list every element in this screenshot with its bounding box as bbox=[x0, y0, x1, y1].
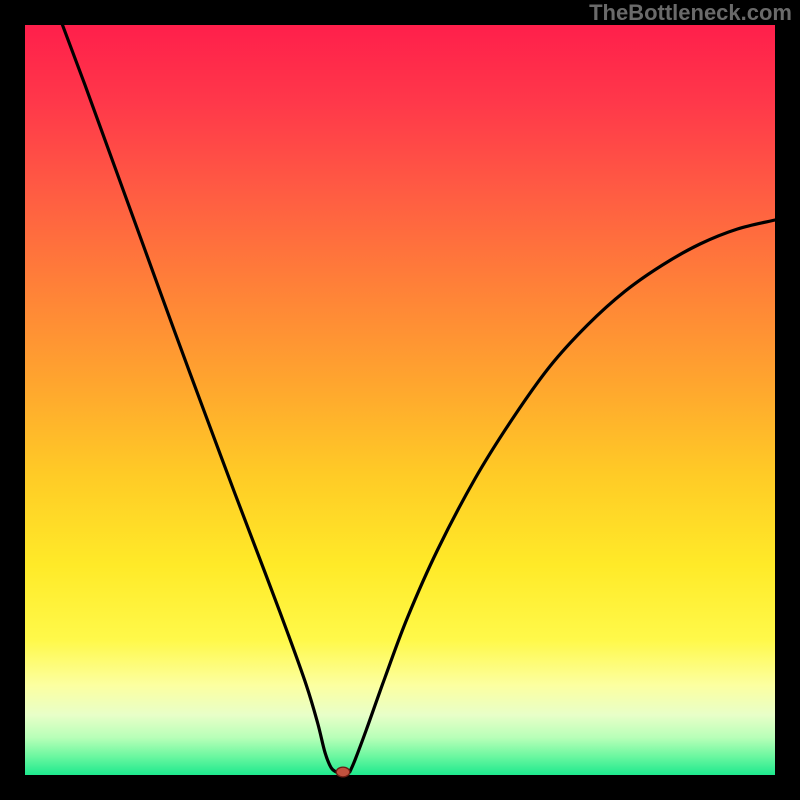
watermark-text: TheBottleneck.com bbox=[589, 0, 792, 26]
chart-container: TheBottleneck.com bbox=[0, 0, 800, 800]
plot-background bbox=[25, 25, 775, 775]
minimum-marker bbox=[336, 767, 350, 777]
bottleneck-chart bbox=[0, 0, 800, 800]
